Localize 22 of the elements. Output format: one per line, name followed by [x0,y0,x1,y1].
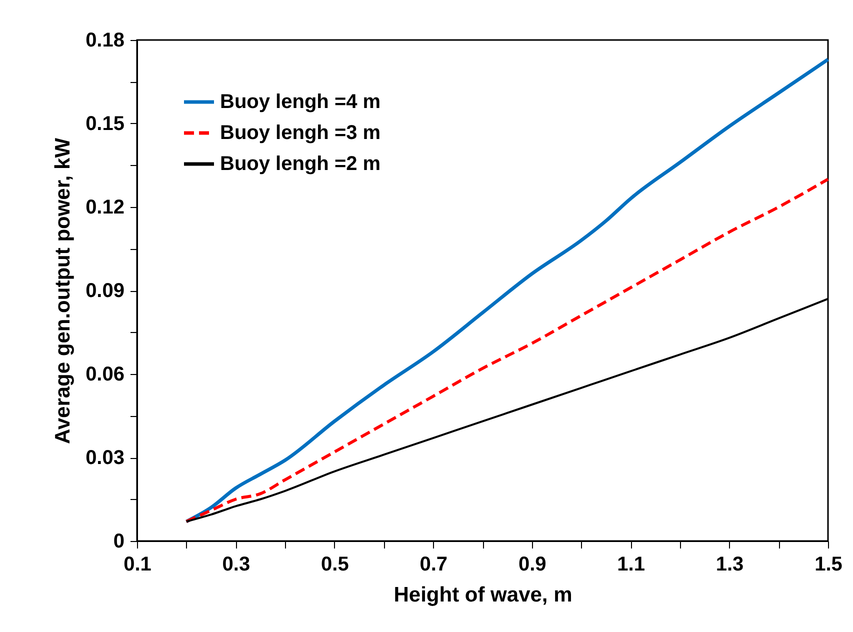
x-tick-label: 1.3 [716,554,744,576]
y-tick-label: 0.15 [86,113,124,135]
y-tick-label: 0 [113,530,124,552]
y-tick-label: 0.03 [86,447,124,469]
x-tick-label: 0.5 [321,554,349,576]
x-tick-label: 0.3 [222,554,250,576]
y-axis-title: Average gen.output power, kW [52,138,75,444]
y-tick-label: 0.18 [86,30,124,52]
x-tick-label: 0.7 [420,554,448,576]
x-axis-title: Height of wave, m [394,584,572,606]
x-tick-label: 1.1 [617,554,645,576]
y-tick-label: 0.12 [86,196,124,218]
x-tick-label: 0.1 [124,554,152,576]
y-tick-label: 0.06 [86,364,124,386]
x-tick-label: 0.9 [518,554,546,576]
legend-label: Buoy lengh =2 m [220,153,381,175]
line-series [184,178,830,524]
x-tick-label: 1.5 [814,554,842,576]
y-tick-label: 0.09 [86,280,124,302]
legend-label: Buoy lengh =4 m [220,91,381,113]
legend-label: Buoy lengh =3 m [220,122,381,144]
line-series [184,58,830,524]
